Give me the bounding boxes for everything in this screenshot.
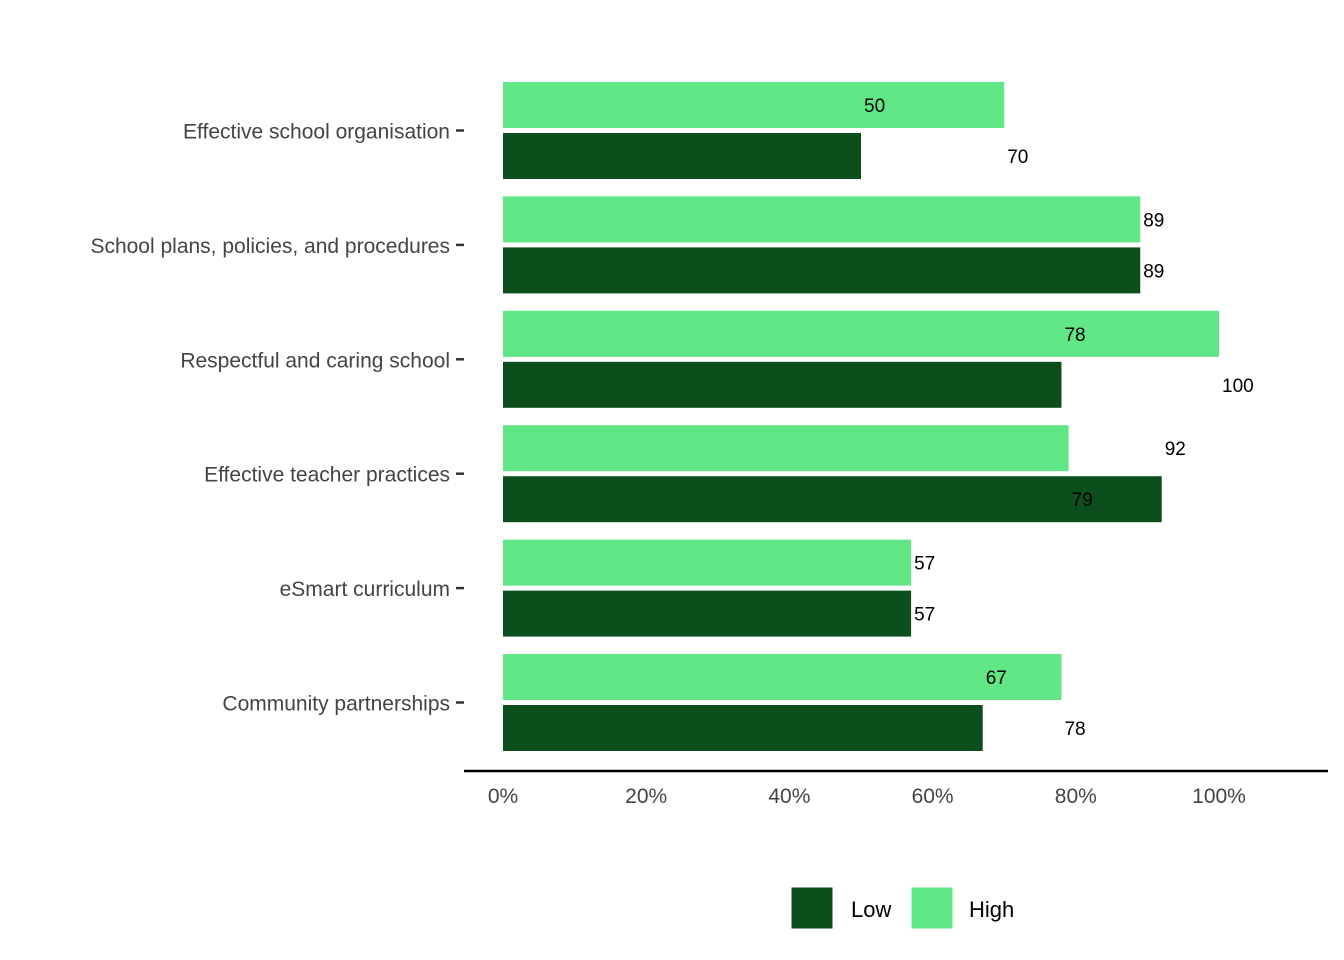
bar-low-2 — [503, 361, 1062, 408]
data-label-high-0: 50 — [864, 96, 885, 117]
x-tick-label-5: 100% — [1192, 785, 1246, 808]
data-label-high-4: 57 — [914, 554, 935, 575]
bar-low-5 — [503, 705, 983, 751]
x-tick-label-4: 80% — [1055, 785, 1097, 808]
legend-swatch-high — [910, 886, 954, 930]
bar-low-4 — [503, 590, 912, 637]
data-label-high-5: 67 — [986, 668, 1007, 689]
x-tick-label-3: 60% — [912, 785, 954, 808]
data-label-high-3: 92 — [1165, 439, 1186, 460]
bar-high-4 — [503, 539, 912, 586]
bar-high-1 — [503, 196, 1141, 243]
bar-low-0 — [503, 133, 861, 179]
bar-low-1 — [503, 247, 1141, 294]
x-tick-label-0: 0% — [488, 785, 518, 808]
bar-high-2 — [503, 310, 1219, 357]
data-label-low-2: 100 — [1222, 376, 1254, 397]
data-label-low-4: 57 — [914, 605, 935, 626]
bar-low-3 — [503, 476, 1162, 523]
legend-label-high: High — [969, 897, 1014, 922]
data-label-high-1: 89 — [1143, 210, 1164, 231]
legend: Low High — [790, 886, 1014, 930]
x-tick-label-2: 40% — [768, 785, 810, 808]
data-label-low-0: 70 — [1007, 147, 1028, 168]
x-tick-label-1: 20% — [625, 785, 667, 808]
category-label-0: Effective school organisation — [183, 121, 450, 144]
bar-high-3 — [503, 425, 1069, 472]
bar-high-0 — [503, 82, 1005, 128]
category-label-3: Effective teacher practices — [204, 464, 450, 487]
data-label-high-2: 78 — [1064, 325, 1085, 346]
x-axis: 0% 20% 40% 60% 80% 100% — [488, 785, 1246, 808]
y-axis: Effective school organisation School plan… — [90, 121, 464, 716]
category-label-5: Community partnerships — [222, 693, 450, 716]
data-label-low-5: 78 — [1064, 719, 1085, 740]
data-label-low-3: 79 — [1072, 490, 1093, 511]
bars-group — [503, 82, 1219, 751]
legend-label-low: Low — [851, 897, 891, 922]
legend-swatch-low — [790, 886, 834, 930]
data-labels-group: 50 70 89 89 78 100 92 79 57 57 67 78 — [864, 96, 1254, 740]
category-label-1: School plans, policies, and procedures — [90, 235, 450, 258]
data-label-low-1: 89 — [1143, 261, 1164, 282]
category-label-4: eSmart curriculum — [280, 578, 450, 601]
category-label-2: Respectful and caring school — [180, 349, 450, 372]
bar-high-5 — [503, 654, 1062, 700]
